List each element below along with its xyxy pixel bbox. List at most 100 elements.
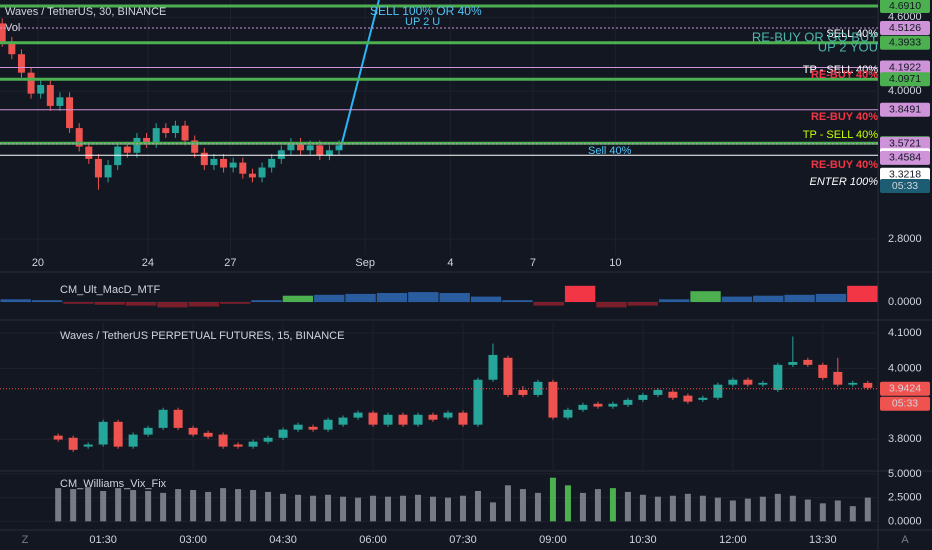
histogram-bar <box>753 295 784 302</box>
candle-body <box>335 145 343 151</box>
histogram-bar <box>815 293 847 302</box>
y-tick-label: 5.0000 <box>888 468 922 480</box>
countdown-box <box>880 396 930 411</box>
countdown-label: 05:33 <box>892 180 918 192</box>
histogram-bar <box>714 497 721 522</box>
y-tick-label: 4.0000 <box>888 362 922 374</box>
annotation: ENTER 100% <box>810 176 879 188</box>
candle-body <box>218 434 228 447</box>
x-tick-label: 24 <box>142 257 154 269</box>
histogram-bar <box>444 497 451 522</box>
histogram-bar <box>251 300 282 302</box>
candle-body <box>503 357 513 395</box>
x-tick-label: 10 <box>609 257 621 269</box>
price-level-box <box>880 35 930 50</box>
histogram-bar <box>699 495 706 522</box>
candle-body <box>210 158 218 166</box>
candle-body <box>398 414 408 425</box>
histogram-bar <box>325 494 332 522</box>
histogram-bar <box>639 494 646 522</box>
candle-body <box>368 412 378 425</box>
histogram-bar <box>145 490 152 522</box>
candle-body <box>473 379 483 425</box>
candle-body <box>152 128 160 143</box>
candle-body <box>239 162 247 174</box>
candle-body <box>123 146 131 153</box>
candle-body <box>863 382 873 388</box>
projection-line <box>339 0 380 150</box>
candle-body <box>353 412 363 418</box>
histogram-bar <box>188 302 219 307</box>
candle-body <box>162 128 170 134</box>
price-level-box <box>880 136 930 151</box>
histogram-bar <box>265 491 272 522</box>
x-tick-label: Sep <box>355 257 375 269</box>
price-level-label: 4.0971 <box>889 73 921 85</box>
histogram-bar <box>282 295 314 302</box>
pane-title: Waves / TetherUS PERPETUAL FUTURES, 15, … <box>60 330 344 342</box>
histogram-bar <box>314 294 345 302</box>
candle-body <box>56 97 64 106</box>
candle-body <box>548 381 558 418</box>
candle-body <box>114 146 122 166</box>
candle-body <box>653 389 663 395</box>
candle-body <box>578 404 588 410</box>
histogram-bar <box>55 488 62 522</box>
candle-body <box>458 412 468 425</box>
histogram-bar <box>502 300 533 302</box>
x-tick-label: 07:30 <box>449 534 477 546</box>
price-level-box <box>880 0 930 14</box>
x-tick-label: 04:30 <box>269 534 297 546</box>
histogram-bar <box>721 296 753 302</box>
candle-body <box>623 399 633 405</box>
candle-body <box>518 389 528 395</box>
histogram-bar <box>63 302 94 304</box>
x-tick-label: 7 <box>530 257 536 269</box>
histogram-bar <box>125 302 157 306</box>
countdown-box <box>880 179 930 193</box>
candle-body <box>85 146 93 159</box>
candle-body <box>413 414 423 425</box>
histogram-bar <box>345 293 376 302</box>
histogram-bar <box>654 496 661 522</box>
candle-body <box>181 125 189 141</box>
histogram-bar <box>564 285 596 302</box>
y-tick-label: 0.0000 <box>888 515 922 527</box>
histogram-bar <box>849 506 856 522</box>
histogram-bar <box>280 493 287 522</box>
annotation: TP - SELL 40% <box>803 129 878 141</box>
x-tick-label: 20 <box>32 257 44 269</box>
histogram-bar <box>504 485 511 522</box>
candle-body <box>258 167 266 178</box>
candle-body <box>848 382 858 385</box>
candle-body <box>173 409 183 428</box>
histogram-bar <box>819 503 826 522</box>
histogram-bar <box>690 291 721 302</box>
histogram-bar <box>220 302 251 304</box>
histogram-bar <box>157 302 188 308</box>
histogram-bar <box>804 499 811 522</box>
x-tick-label: 03:00 <box>179 534 207 546</box>
histogram-bar <box>744 498 751 522</box>
y-tick-label: 0.0000 <box>888 296 922 308</box>
histogram-bar <box>160 492 167 522</box>
candle-body <box>113 421 123 447</box>
histogram-bar <box>400 495 407 522</box>
candle-body <box>233 444 243 447</box>
candle-body <box>17 54 25 73</box>
timezone-button: Z <box>22 534 29 546</box>
candle-body <box>338 417 348 425</box>
annotation: RE-BUY 40% <box>811 159 878 171</box>
candle-body <box>203 432 213 437</box>
candle-body <box>75 128 83 147</box>
annotation: RE-BUY 40% <box>811 69 878 81</box>
histogram-bar <box>94 302 125 305</box>
histogram-bar <box>594 489 601 522</box>
last-price-box <box>880 381 930 396</box>
candle-body <box>297 142 305 151</box>
y-tick-label: 2.5000 <box>888 492 922 504</box>
price-level-box <box>880 60 930 75</box>
histogram-bar <box>784 294 815 302</box>
histogram-bar <box>609 488 616 522</box>
